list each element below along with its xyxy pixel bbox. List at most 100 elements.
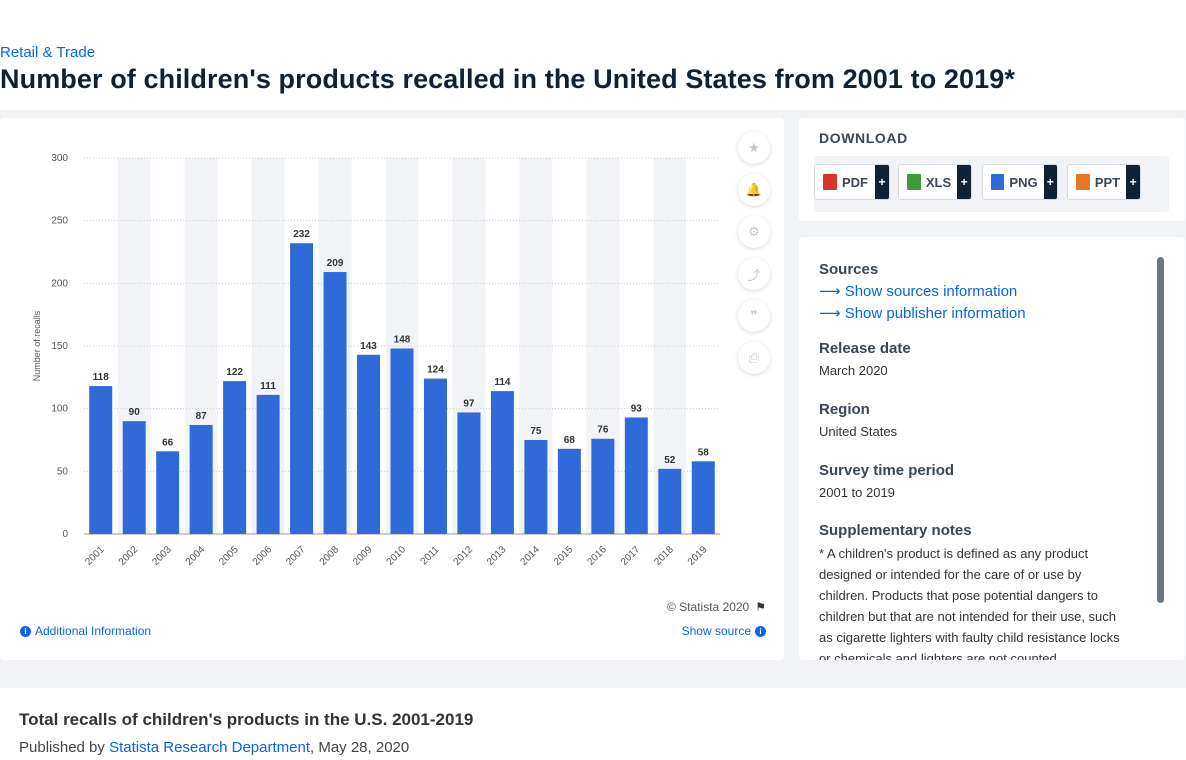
- bar-value-label: 143: [360, 341, 377, 352]
- scrollbar[interactable]: [1157, 257, 1164, 603]
- copyright: © Statista 2020 ⚑: [667, 600, 766, 614]
- page-title: Number of children's products recalled i…: [0, 64, 1015, 94]
- show-source-link[interactable]: Show source i: [682, 624, 766, 638]
- x-tick-label: 2013: [485, 544, 509, 568]
- breadcrumb[interactable]: Retail & Trade: [0, 44, 96, 61]
- bar-value-label: 148: [394, 335, 411, 346]
- publisher-link[interactable]: Statista Research Department: [109, 739, 310, 756]
- additional-information-label: Additional Information: [35, 624, 152, 638]
- bar: [524, 440, 548, 534]
- print-button[interactable]: ⎙: [738, 342, 770, 374]
- x-tick-label: 2007: [284, 544, 308, 568]
- bell-button[interactable]: 🔔: [738, 174, 770, 206]
- bar-value-label: 209: [327, 258, 344, 269]
- download-title: DOWNLOAD: [819, 130, 908, 146]
- show-publisher-label: Show publisher information: [844, 305, 1026, 322]
- show-sources-link[interactable]: ⟶ Show sources information: [819, 282, 1129, 300]
- region-value: United States: [819, 423, 898, 439]
- bar-value-label: 111: [260, 381, 276, 392]
- download-pdf-button[interactable]: PDF +: [814, 164, 890, 200]
- published-line: Published by Statista Research Departmen…: [19, 739, 409, 756]
- x-tick-label: 2006: [251, 544, 275, 568]
- bar-chart: 0 50 100 150 200 250 300 Number of recalls 118 20…: [32, 153, 720, 568]
- notes-value: * A children's product is defined as any…: [819, 546, 1120, 660]
- share-icon: ⤴: [747, 267, 761, 283]
- download-card: DOWNLOAD PDF + XLS + PNG + PPT +: [799, 118, 1185, 221]
- info-icon: i: [20, 625, 31, 637]
- x-tick-label: 2019: [686, 544, 710, 568]
- y-tick-label: 200: [51, 278, 68, 289]
- show-publisher-link[interactable]: ⟶ Show publisher information: [819, 304, 1129, 322]
- bar-value-label: 87: [196, 411, 208, 422]
- bar: [691, 461, 715, 534]
- bar-value-label: 66: [162, 437, 174, 448]
- print-icon: ⎙: [748, 350, 760, 365]
- survey-period-heading: Survey time period: [819, 461, 955, 479]
- show-source-label: Show source: [681, 624, 751, 638]
- bar-value-label: 75: [530, 426, 542, 437]
- bar-value-label: 232: [293, 229, 310, 240]
- flag-icon[interactable]: ⚑: [755, 600, 766, 614]
- published-prefix: Published by: [19, 739, 110, 756]
- related-title[interactable]: Total recalls of children's products in …: [19, 710, 474, 729]
- png-file-icon: [991, 174, 1005, 190]
- bar-value-label: 58: [698, 447, 710, 458]
- star-icon: ★: [748, 140, 760, 155]
- download-label: PDF: [842, 174, 868, 190]
- bar: [557, 448, 581, 534]
- download-label: XLS: [925, 174, 952, 190]
- download-ppt-button[interactable]: PPT +: [1067, 164, 1141, 200]
- x-tick-label: 2016: [585, 544, 609, 568]
- download-png-button[interactable]: PNG +: [982, 164, 1058, 200]
- bar: [624, 417, 648, 534]
- quote-icon: ❞: [750, 308, 758, 323]
- bar: [122, 421, 146, 534]
- info-content: Sources ⟶ Show sources information ⟶ Sho…: [819, 261, 1129, 660]
- chart-card: 0 50 100 150 200 250 300 Number of recalls 118 20…: [0, 118, 784, 660]
- bar: [658, 468, 682, 534]
- x-tick-label: 2003: [150, 544, 174, 568]
- x-tick-label: 2018: [652, 544, 676, 568]
- y-tick-label: 250: [51, 216, 68, 227]
- pdf-file-icon: [823, 174, 837, 190]
- bar: [223, 381, 247, 534]
- bar-value-label: 114: [494, 377, 511, 388]
- bar-value-label: 124: [427, 365, 444, 376]
- y-tick-label: 300: [51, 153, 68, 164]
- download-buttons: PDF + XLS + PNG + PPT +: [814, 156, 1169, 212]
- x-tick-label: 2009: [351, 544, 375, 568]
- quote-button[interactable]: ❞: [738, 300, 770, 332]
- xls-file-icon: [907, 174, 921, 190]
- bar: [591, 438, 615, 534]
- bar: [89, 386, 113, 534]
- download-xls-button[interactable]: XLS +: [898, 164, 972, 200]
- star-button[interactable]: ★: [738, 132, 770, 164]
- y-tick-label: 0: [62, 529, 68, 540]
- x-tick-label: 2017: [619, 544, 643, 568]
- plus-icon: +: [1043, 165, 1057, 199]
- bar-value-label: 90: [129, 407, 141, 418]
- x-tick-label: 2015: [552, 544, 576, 568]
- plus-icon: +: [875, 165, 889, 199]
- bar: [457, 412, 481, 534]
- survey-period-value: 2001 to 2019: [819, 484, 895, 500]
- x-tick-label: 2012: [452, 544, 476, 568]
- plus-icon: +: [957, 165, 971, 199]
- gear-button[interactable]: ⚙: [738, 216, 770, 248]
- x-tick-label: 2010: [385, 544, 409, 568]
- release-date-heading: Release date: [819, 340, 911, 357]
- chart-tools: ★ 🔔 ⚙ ⤴ ❞ ⎙: [738, 132, 772, 384]
- gear-icon: ⚙: [748, 224, 760, 239]
- share-button[interactable]: ⤴: [738, 258, 770, 290]
- info-card: Sources ⟶ Show sources information ⟶ Sho…: [799, 237, 1185, 660]
- x-tick-label: 2014: [519, 544, 543, 568]
- plus-icon: +: [1126, 165, 1140, 199]
- release-date-value: March 2020: [819, 363, 888, 378]
- download-label: PNG: [1009, 174, 1038, 190]
- x-tick-label: 2004: [184, 544, 208, 568]
- y-tick-label: 150: [51, 341, 68, 352]
- bar-value-label: 122: [226, 367, 243, 378]
- bar-value-label: 93: [631, 403, 643, 414]
- x-tick-label: 2002: [117, 544, 141, 568]
- additional-information-link[interactable]: i Additional Information: [20, 624, 151, 638]
